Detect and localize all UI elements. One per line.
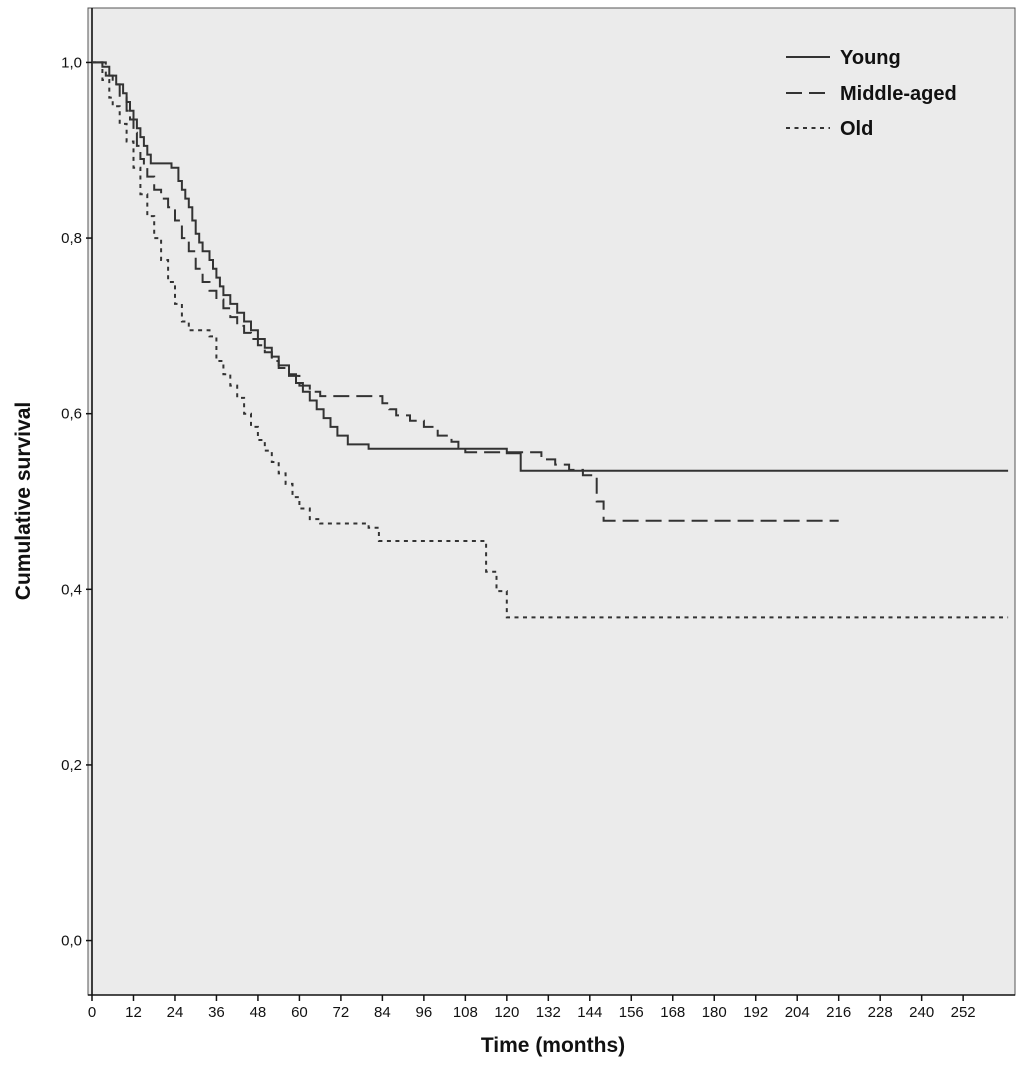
- plot-layer: 0 12 24 36 48 60 72 84 96 108 120 132 144 156 168 180 19…: [61, 7, 1016, 1021]
- x-tick-label: 60: [291, 1004, 308, 1021]
- x-axis-title: Time (months): [481, 1034, 625, 1057]
- x-tick-label: 168: [660, 1004, 685, 1021]
- plot-panel: [87, 7, 1016, 996]
- x-tick-label: 96: [416, 1004, 433, 1021]
- legend-label-young: Young: [840, 47, 901, 69]
- y-tick-label: 0,8: [61, 230, 82, 247]
- x-tick-label: 120: [494, 1004, 519, 1021]
- x-tick-label: 204: [785, 1004, 810, 1021]
- legend-label-middle-aged: Middle-aged: [840, 83, 957, 105]
- survival-curve-young: [92, 61, 1009, 472]
- y-tick-label: 1,0: [61, 54, 82, 71]
- y-tick-label: 0,4: [61, 581, 82, 598]
- x-tick-label: 132: [536, 1004, 561, 1021]
- y-tick-label: 0,0: [61, 933, 82, 950]
- x-tick-label: 48: [250, 1004, 267, 1021]
- legend: Young Middle-aged Old: [786, 47, 957, 140]
- x-tick-label: 72: [333, 1004, 350, 1021]
- y-tick-label: 0,2: [61, 757, 82, 774]
- x-tick-label: 252: [951, 1004, 976, 1021]
- x-tick-label: 24: [167, 1004, 184, 1021]
- x-tick-label: 108: [453, 1004, 478, 1021]
- legend-label-old: Old: [840, 118, 873, 140]
- x-tick-label: 84: [374, 1004, 391, 1021]
- x-tick-label: 156: [619, 1004, 644, 1021]
- legend-item-old: Old: [786, 118, 873, 140]
- x-tick-label: 228: [868, 1004, 893, 1021]
- x-tick-label: 240: [909, 1004, 934, 1021]
- x-tick-label: 12: [125, 1004, 142, 1021]
- y-tick-label: 0,6: [61, 406, 82, 423]
- y-axis-title: Cumulative survival: [12, 402, 35, 600]
- x-tick-label: 216: [826, 1004, 851, 1021]
- legend-item-middle-aged: Middle-aged: [786, 83, 957, 105]
- x-tick-label: 192: [743, 1004, 768, 1021]
- x-tick-label: 0: [88, 1004, 96, 1021]
- x-tick-label: 36: [208, 1004, 225, 1021]
- x-tick-label: 180: [702, 1004, 727, 1021]
- survival-curve-middle-aged: [92, 61, 839, 522]
- legend-item-young: Young: [786, 47, 901, 69]
- survival-curve-old: [92, 61, 1009, 619]
- x-tick-label: 144: [577, 1004, 602, 1021]
